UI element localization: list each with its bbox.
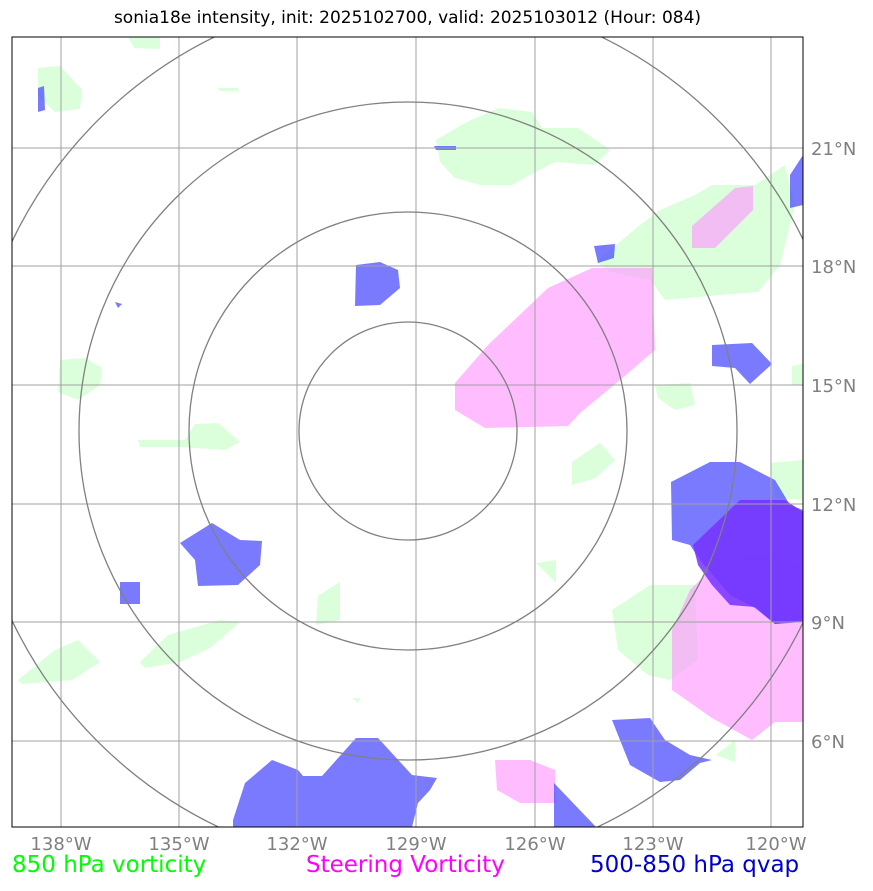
qvap-area — [38, 86, 45, 112]
vorticity-area — [655, 383, 695, 410]
vorticity-area — [316, 582, 340, 625]
lon-tick-label: 126°W — [504, 834, 565, 855]
range-ring — [12, 37, 803, 827]
qvap-area — [594, 244, 615, 263]
range-ring — [298, 321, 518, 541]
legend-850-vorticity: 850 hPa vorticity — [12, 852, 207, 878]
lat-tick-label: 6°N — [811, 732, 845, 753]
steering-area — [692, 186, 753, 248]
vorticity-area — [436, 108, 610, 185]
qvap-area — [115, 302, 122, 308]
vorticity-area — [536, 560, 556, 583]
plot-title: sonia18e intensity, init: 2025102700, va… — [113, 8, 702, 28]
vorticity-area — [18, 640, 100, 684]
vorticity-area — [716, 740, 735, 762]
vorticity-area — [58, 358, 102, 400]
qvap-area — [120, 582, 140, 604]
lat-tick-label: 18°N — [811, 257, 856, 278]
qvap-area — [712, 343, 772, 384]
lat-tick-label: 9°N — [811, 613, 845, 634]
lon-tick-label: 129°W — [385, 834, 446, 855]
lat-tick-label: 12°N — [811, 495, 856, 516]
legend-steering-vorticity: Steering Vorticity — [306, 852, 505, 878]
qvap-area — [355, 262, 400, 306]
lon-tick-label: 120°W — [745, 834, 806, 855]
vorticity-area — [140, 620, 240, 668]
lat-tick-label: 21°N — [811, 139, 856, 160]
range-rings — [12, 37, 803, 827]
graticule — [12, 37, 803, 827]
vorticity-area — [38, 66, 82, 112]
vorticity-area — [792, 364, 803, 386]
legend-qvap: 500-850 hPa qvap — [590, 852, 800, 878]
lon-tick-label: 135°W — [148, 834, 209, 855]
range-ring — [188, 211, 628, 651]
qvap-area — [233, 738, 437, 827]
lon-tick-label: 138°W — [30, 834, 91, 855]
map-frame — [11, 36, 804, 828]
lat-tick-label: 15°N — [811, 376, 856, 397]
qvap-area — [554, 783, 596, 827]
qvap-area — [790, 155, 803, 208]
range-ring — [78, 101, 738, 761]
vorticity-area — [572, 443, 615, 485]
vorticity-area — [128, 37, 160, 49]
lat-axis: 21°N 18°N 15°N 12°N 9°N 6°N — [811, 139, 856, 753]
qvap-area — [612, 718, 712, 782]
steering-area — [455, 268, 655, 428]
lon-axis: 138°W 135°W 132°W 129°W 126°W 123°W 120°… — [30, 834, 806, 855]
lon-tick-label: 123°W — [622, 834, 683, 855]
lon-tick-label: 132°W — [266, 834, 327, 855]
vorticity-area — [218, 88, 238, 91]
steering-area — [495, 760, 556, 803]
qvap-steering-overlap — [693, 500, 803, 624]
qvap-area — [180, 523, 262, 586]
qvap-areas — [38, 86, 803, 827]
vorticity-area — [352, 698, 360, 703]
